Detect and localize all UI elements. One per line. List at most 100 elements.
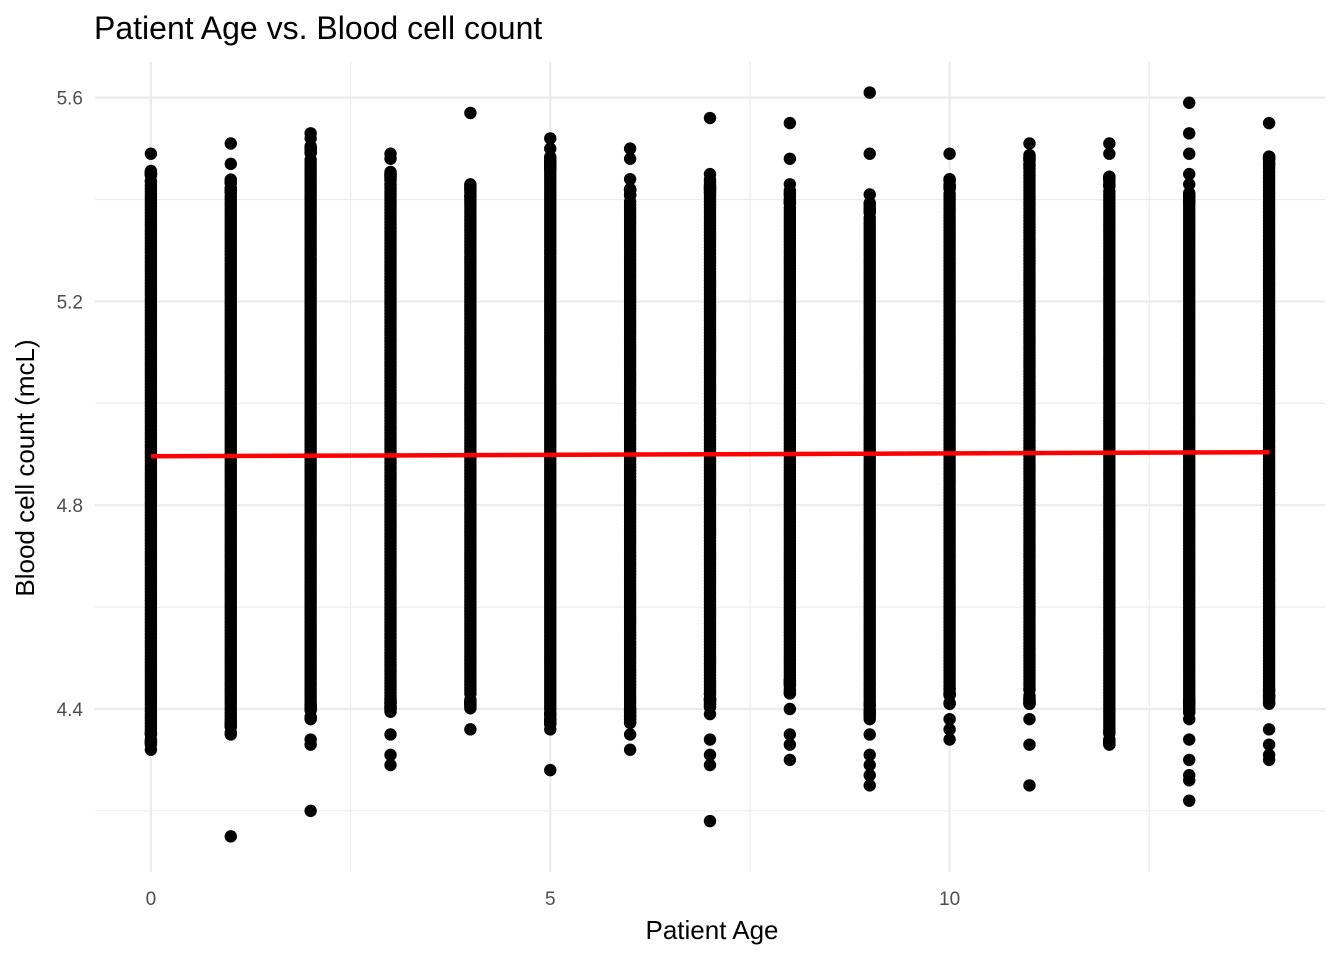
data-point bbox=[544, 162, 557, 176]
y-tick-label: 4.4 bbox=[57, 700, 84, 721]
outlier-point bbox=[783, 738, 797, 751]
outlier-point bbox=[544, 132, 557, 145]
outlier-point bbox=[943, 712, 956, 726]
outlier-point bbox=[863, 758, 876, 772]
outlier-point bbox=[1183, 794, 1196, 807]
outlier-point bbox=[863, 147, 876, 160]
data-point bbox=[783, 687, 797, 700]
data-point bbox=[1023, 148, 1036, 162]
data-point bbox=[1183, 189, 1196, 203]
data-point bbox=[384, 167, 397, 181]
data-point bbox=[943, 688, 956, 701]
outlier-point bbox=[1262, 152, 1276, 165]
outlier-point bbox=[1103, 172, 1116, 186]
outlier-point bbox=[224, 728, 237, 741]
outlier-point bbox=[1023, 712, 1036, 726]
data-point bbox=[224, 716, 237, 729]
data-point bbox=[144, 164, 158, 178]
data-point bbox=[1023, 162, 1036, 175]
data-point bbox=[304, 698, 317, 711]
outlier-point bbox=[943, 147, 956, 160]
outlier-point bbox=[224, 830, 237, 843]
outlier-point bbox=[783, 178, 797, 191]
outlier-point bbox=[703, 758, 717, 772]
outlier-point bbox=[863, 86, 876, 99]
outlier-point bbox=[943, 723, 956, 736]
data-point bbox=[703, 178, 717, 192]
outlier-point bbox=[1262, 753, 1276, 767]
outlier-point bbox=[863, 728, 876, 741]
y-tick-label: 4.8 bbox=[57, 496, 83, 517]
outlier-point bbox=[144, 743, 158, 756]
outlier-point bbox=[1262, 738, 1276, 751]
outlier-point bbox=[623, 743, 637, 756]
outlier-point bbox=[623, 707, 637, 721]
data-point bbox=[623, 188, 637, 201]
outlier-point bbox=[464, 106, 477, 120]
chart-title: Patient Age vs. Blood cell count bbox=[94, 10, 542, 46]
outlier-point bbox=[783, 116, 797, 130]
outlier-point bbox=[703, 733, 717, 746]
y-tick-label: 5.6 bbox=[57, 89, 83, 110]
outlier-point bbox=[623, 172, 637, 186]
data-point bbox=[863, 197, 876, 211]
outlier-point bbox=[1183, 178, 1196, 191]
outlier-point bbox=[1183, 127, 1196, 140]
outlier-point bbox=[384, 748, 397, 762]
outlier-point bbox=[224, 157, 237, 171]
outlier-point bbox=[544, 723, 557, 736]
outlier-point bbox=[703, 748, 717, 762]
x-axis-label: Patient Age bbox=[646, 915, 779, 945]
outlier-point bbox=[863, 769, 876, 782]
outlier-point bbox=[623, 142, 637, 155]
outlier-point bbox=[1262, 723, 1276, 736]
outlier-point bbox=[863, 712, 876, 726]
outlier-point bbox=[703, 814, 717, 828]
trend-line-layer bbox=[150, 449, 1270, 459]
y-tick-label: 5.2 bbox=[57, 292, 83, 313]
data-point bbox=[783, 189, 797, 202]
outlier-point bbox=[1262, 116, 1276, 130]
outlier-point bbox=[1023, 738, 1036, 751]
outlier-point bbox=[1023, 779, 1036, 792]
outlier-point bbox=[1183, 733, 1196, 746]
outlier-point bbox=[623, 728, 637, 741]
data-point bbox=[783, 676, 797, 689]
tick-labels: 0 5 10 4.4 4.8 5.2 5.6 bbox=[57, 89, 961, 910]
outlier-point bbox=[863, 748, 876, 762]
outlier-point bbox=[703, 111, 717, 125]
outlier-point bbox=[783, 702, 797, 716]
outlier-point bbox=[1183, 774, 1196, 787]
data-point bbox=[224, 176, 237, 190]
x-tick-label: 0 bbox=[146, 889, 157, 910]
data-point bbox=[1183, 694, 1196, 707]
outlier-point bbox=[943, 697, 956, 711]
data-point bbox=[464, 183, 477, 196]
data-point bbox=[144, 174, 158, 188]
outlier-point bbox=[783, 753, 797, 767]
outlier-point bbox=[304, 738, 317, 751]
outlier-point bbox=[304, 712, 317, 726]
data-point bbox=[1023, 683, 1036, 697]
outlier-point bbox=[544, 142, 557, 155]
outlier-point bbox=[384, 702, 397, 716]
x-tick-label: 10 bbox=[939, 889, 960, 910]
outlier-point bbox=[1103, 147, 1116, 160]
outlier-point bbox=[304, 804, 317, 818]
outlier-point bbox=[464, 697, 477, 711]
outlier-point bbox=[1183, 167, 1196, 181]
outlier-point bbox=[304, 132, 317, 145]
x-tick-label: 5 bbox=[545, 889, 556, 910]
outlier-point bbox=[1183, 753, 1196, 767]
data-points bbox=[144, 86, 1276, 843]
y-axis-label: Blood cell count (mcL) bbox=[10, 339, 40, 596]
outlier-point bbox=[1023, 697, 1036, 711]
outlier-point bbox=[623, 152, 637, 165]
outlier-point bbox=[703, 167, 717, 181]
outlier-point bbox=[1183, 712, 1196, 726]
outlier-point bbox=[384, 758, 397, 772]
outlier-point bbox=[863, 188, 876, 201]
data-point bbox=[1262, 689, 1276, 703]
outlier-point bbox=[863, 779, 876, 792]
